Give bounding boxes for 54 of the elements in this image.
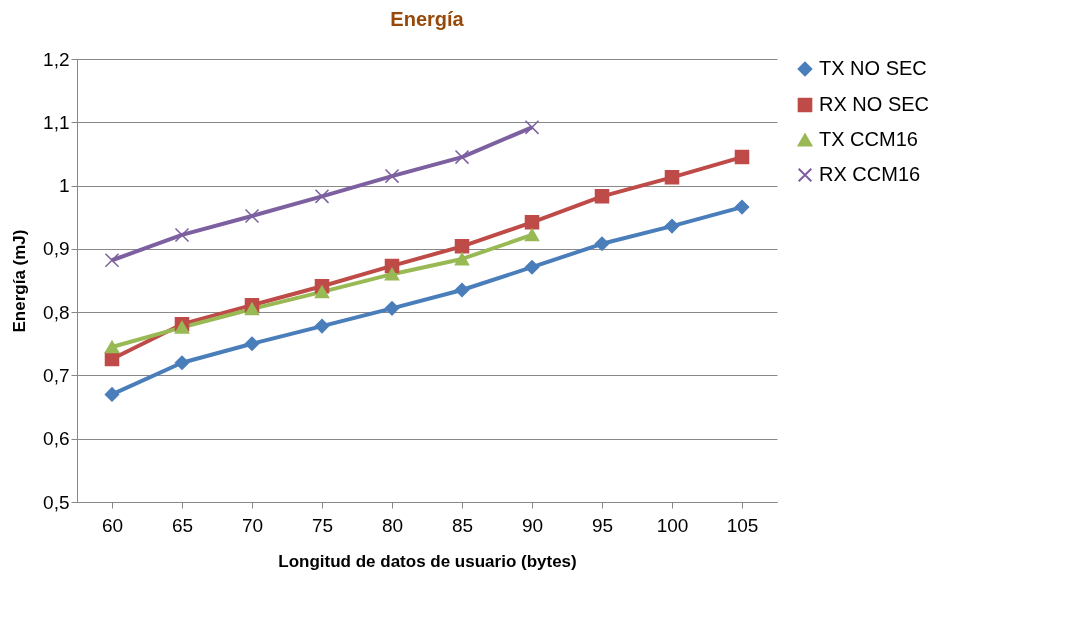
x-tick-label: 75	[311, 514, 334, 536]
legend-label: TX NO SEC	[819, 57, 927, 79]
y-axis-title: Energía (mJ)	[10, 229, 30, 333]
point	[104, 340, 120, 354]
point	[174, 355, 190, 371]
y-tick-label: 1,2	[43, 48, 70, 70]
legend-label: TX CCM16	[819, 128, 918, 150]
point	[314, 189, 330, 204]
x-axis-title: Longitud de datos de usuario (bytes)	[278, 551, 577, 571]
point	[524, 215, 540, 230]
x-tick-label: 85	[451, 514, 474, 536]
y-tick-label: 1,1	[43, 111, 70, 133]
legend-label: RX CCM16	[819, 163, 921, 185]
point	[104, 252, 120, 268]
point	[594, 236, 610, 252]
chart-title: Energía	[390, 8, 465, 30]
point	[734, 149, 750, 165]
y-tick-label: 0,8	[43, 301, 70, 323]
y-tick-label: 1	[58, 175, 70, 197]
point	[314, 285, 330, 299]
point	[454, 252, 470, 266]
point	[104, 387, 120, 402]
point	[244, 336, 260, 352]
x-tick-label: 95	[591, 514, 614, 536]
point	[594, 189, 610, 204]
point	[454, 149, 470, 165]
point	[384, 267, 400, 281]
point	[384, 301, 400, 316]
point	[664, 218, 680, 234]
point	[244, 302, 260, 316]
x-tick-label: 80	[381, 514, 404, 536]
point	[244, 208, 260, 224]
point	[454, 282, 470, 298]
y-tick-label: 0,7	[43, 364, 70, 386]
point	[524, 228, 540, 242]
x-tick-label: 65	[171, 514, 194, 536]
point	[454, 239, 470, 254]
y-tick-label: 0,5	[43, 491, 70, 513]
x-tick-label: 100	[656, 514, 689, 536]
x-tick-label: 90	[521, 514, 544, 536]
legend-label: RX NO SEC	[819, 93, 930, 115]
y-tick-label: 0,9	[43, 238, 70, 260]
point	[384, 168, 400, 184]
x-tick-label: 60	[101, 514, 124, 536]
point	[314, 318, 330, 334]
point	[524, 259, 540, 275]
x-tick-label: 105	[726, 514, 759, 536]
point	[664, 170, 680, 185]
point	[524, 120, 540, 135]
y-tick-label: 0,6	[43, 428, 70, 450]
point	[174, 227, 190, 243]
x-tick-label: 70	[241, 514, 264, 536]
point	[734, 199, 750, 215]
point	[174, 320, 190, 334]
